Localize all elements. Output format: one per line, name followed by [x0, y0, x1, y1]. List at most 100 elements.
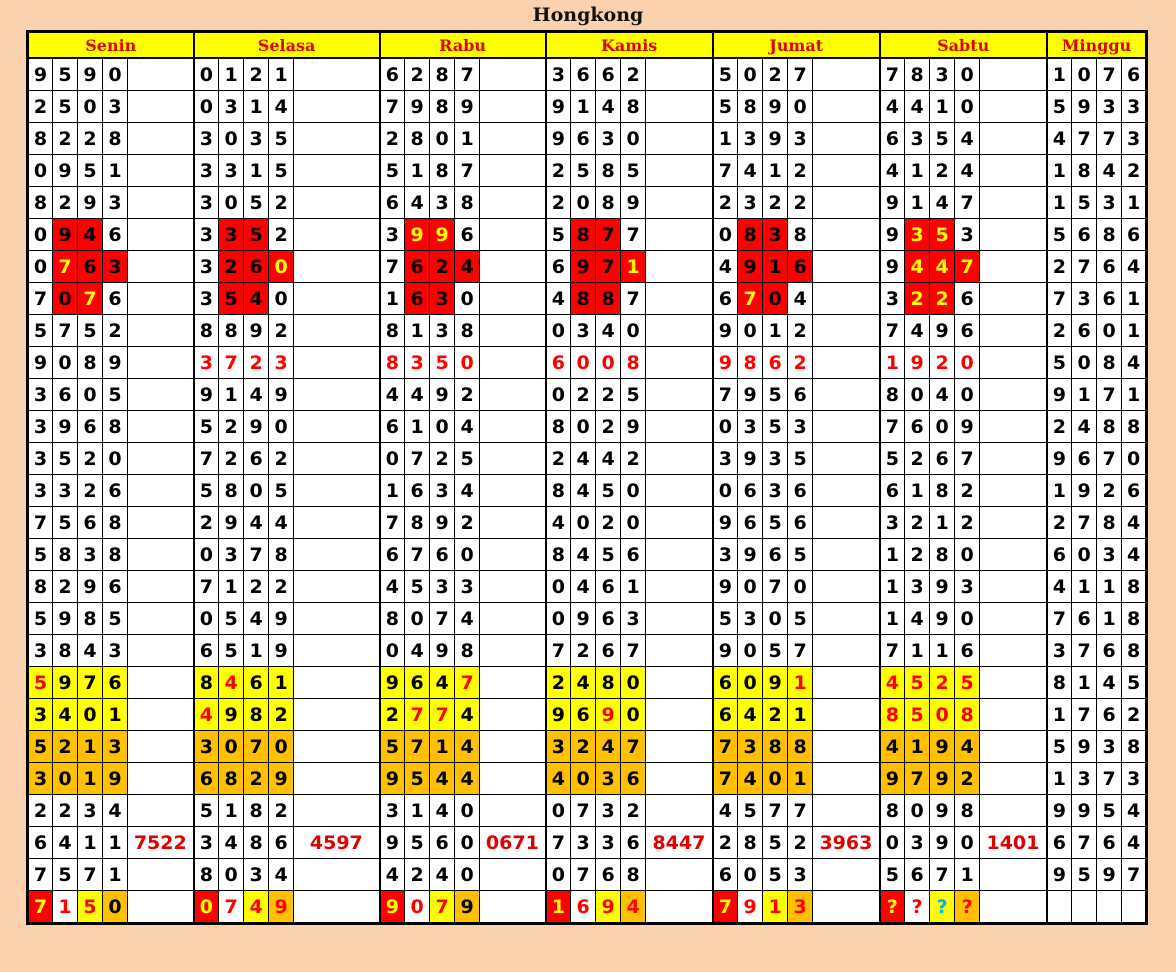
digit-cell: 9: [595, 698, 622, 731]
digit: 4: [601, 735, 615, 758]
digit: 5: [385, 159, 399, 182]
digit-cell: 3: [954, 570, 981, 603]
digit-cell: 8: [620, 346, 647, 379]
digit-cell: 2: [52, 730, 78, 763]
digit-cell: 1: [1121, 186, 1148, 219]
extra-number-cell: [979, 218, 1048, 251]
digit-cell: 2: [77, 474, 103, 507]
digit-cell: 4: [429, 858, 456, 891]
digit-cell: 6: [102, 474, 128, 507]
digit-cell: 0: [544, 314, 572, 347]
day-header-jumat: Jumat: [711, 30, 881, 59]
extra-number-cell: 1401: [979, 826, 1048, 859]
digit: 3: [435, 575, 449, 598]
digit-cell: 2: [1121, 698, 1148, 731]
digit: 0: [83, 95, 97, 118]
digit-cell: 3: [102, 634, 128, 667]
digit-cell: 4: [737, 154, 764, 187]
digit: 3: [108, 639, 122, 662]
digit-cell: 4: [954, 154, 981, 187]
digit: 9: [718, 575, 732, 598]
digit: 9: [576, 255, 590, 278]
digit: 1: [83, 767, 97, 790]
digit: 1: [551, 895, 565, 918]
digit: 8: [885, 703, 900, 726]
digit-cell: 8: [544, 538, 572, 571]
digit: 9: [108, 351, 122, 374]
digit-cell: 5: [26, 666, 53, 699]
digit-cell: 4: [243, 282, 270, 315]
digit-cell: 0: [454, 794, 481, 827]
digit-cell: 3: [737, 730, 764, 763]
extra-number-cell: [812, 250, 881, 283]
digit: 3: [199, 831, 213, 854]
digit-cell: ?: [929, 890, 956, 924]
digit: 5: [58, 863, 72, 886]
digit-cell: 9: [378, 762, 406, 795]
digit-cell: 2: [929, 282, 956, 315]
digit: 8: [58, 543, 72, 566]
digit: 6: [1077, 319, 1091, 342]
digit: 2: [601, 511, 615, 534]
digit: 6: [1077, 223, 1091, 246]
digit: 2: [626, 63, 640, 86]
digit-cell: 3: [1071, 282, 1098, 315]
extra-number-cell: [293, 506, 381, 539]
extra-number-cell: [126, 858, 195, 891]
digit: 5: [58, 63, 72, 86]
digit: 5: [274, 127, 288, 150]
digit: 8: [743, 223, 757, 246]
digit: 9: [718, 639, 732, 662]
extra-number-cell: [126, 314, 195, 347]
digit-cell: 0: [711, 218, 739, 251]
digit: 7: [385, 255, 399, 278]
digit: 3: [199, 735, 213, 758]
digit: 4: [793, 287, 807, 310]
digit-cell: 6: [268, 826, 295, 859]
digit: 8: [199, 671, 213, 694]
digit: 6: [435, 543, 449, 566]
digit: 3: [1127, 95, 1141, 118]
extra-number-cell: [293, 250, 381, 283]
digit: 9: [935, 319, 949, 342]
digit: 5: [33, 319, 48, 342]
extra-number-cell: [812, 698, 881, 731]
extra-number-cell: [126, 570, 195, 603]
digit-cell: 5: [268, 154, 295, 187]
digit-cell: 1: [1045, 57, 1073, 91]
digit-cell: 4: [544, 762, 572, 795]
digit: 9: [224, 511, 238, 534]
digit: 4: [743, 703, 757, 726]
extra-number-cell: [645, 506, 714, 539]
digit: 1: [885, 575, 900, 598]
digit-cell: 8: [243, 826, 270, 859]
digit-cell: 8: [102, 410, 128, 443]
digit-cell: 3: [52, 474, 78, 507]
digit-cell: 2: [904, 506, 931, 539]
table-row: 7 1 5 0 0 7 4 9 9 0 7 9 1 6 9 4 7 9 1 3????: [26, 890, 1148, 924]
digit-cell: 1: [1071, 570, 1098, 603]
digit: 3: [601, 767, 615, 790]
extra-number-cell: [126, 634, 195, 667]
digit-cell: 9: [711, 506, 739, 539]
digit: 7: [199, 447, 213, 470]
digit: 3: [108, 735, 122, 758]
extra-number-cell: [812, 762, 881, 795]
digit: 0: [460, 799, 474, 822]
digit-cell: 6: [904, 858, 931, 891]
digit: 7: [885, 63, 900, 86]
digit-cell: 3: [218, 218, 245, 251]
extra-number-cell: [293, 90, 381, 123]
digit-cell: 1: [1096, 570, 1123, 603]
digit: 0: [385, 447, 399, 470]
digit-cell: 1: [711, 122, 739, 155]
extra-number-cell: [293, 57, 381, 91]
digit-cell: 8: [378, 602, 406, 635]
digit-cell: 5: [1071, 186, 1098, 219]
digit: 3: [108, 255, 122, 278]
extra-number-cell: [479, 602, 547, 635]
digit-cell: 8: [243, 698, 270, 731]
digit-cell: 0: [620, 474, 647, 507]
